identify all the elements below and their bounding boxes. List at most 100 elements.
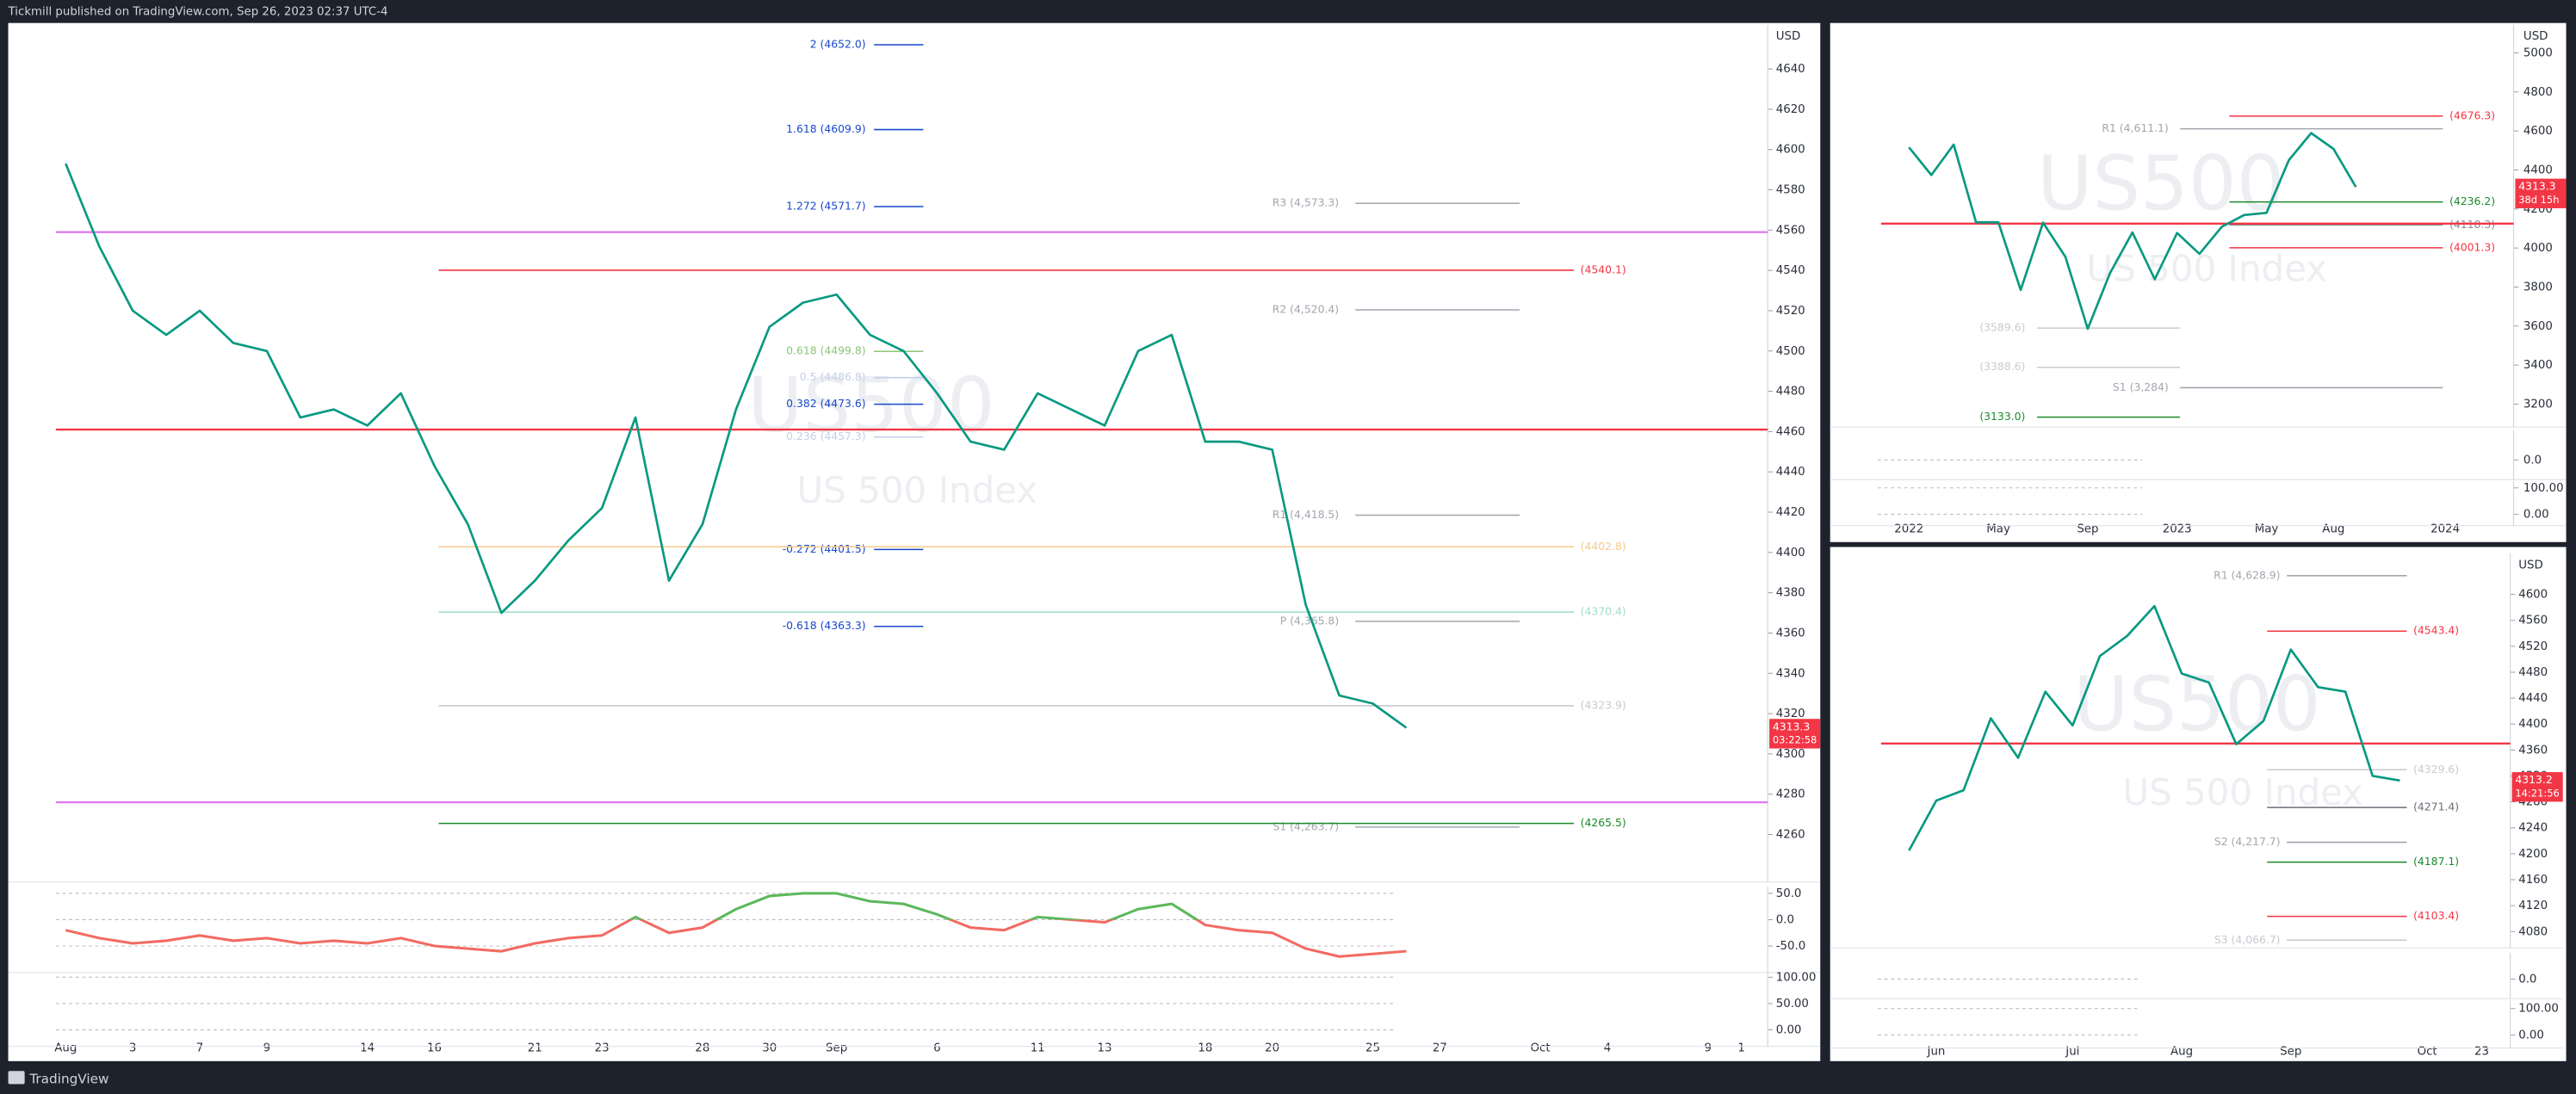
price-line xyxy=(65,163,1408,729)
level-label: 0.618 (4499.8) xyxy=(786,344,865,357)
panel-main xyxy=(8,22,1821,1061)
x-tick-label: Oct xyxy=(1531,1042,1551,1055)
x-tick-label: 30 xyxy=(762,1042,777,1055)
currency: USD xyxy=(2518,559,2543,572)
x-tick-label: 2023 xyxy=(2163,523,2192,536)
x-tick-label: 6 xyxy=(933,1042,940,1055)
x-tick-label: Jul xyxy=(2065,1045,2079,1058)
y-tick-label: 4640 xyxy=(1776,63,1805,76)
last-price-label: 4313.3 xyxy=(2518,180,2555,193)
x-tick-label: Jun xyxy=(1927,1045,1946,1058)
x-tick-label: 28 xyxy=(695,1042,709,1055)
watermark-symbol: US500 xyxy=(2037,139,2284,227)
level-label: 0.382 (4473.6) xyxy=(786,397,865,410)
y-tick-label: 4440 xyxy=(1776,466,1805,479)
watermark-symbol: US500 xyxy=(2073,660,2320,748)
y-tick-label: 4400 xyxy=(2518,718,2548,731)
y-tick-label: 0.0 xyxy=(2523,454,2542,467)
x-tick-label: May xyxy=(2255,523,2279,536)
level-label: (4271.4) xyxy=(2413,800,2459,813)
level-label: R2 (4,520.4) xyxy=(1273,303,1339,316)
y-tick-label: 4600 xyxy=(2523,125,2553,138)
level-label: -0.272 (4401.5) xyxy=(783,542,866,555)
level-label: 1.272 (4571.7) xyxy=(786,199,865,212)
level-label: (4540.1) xyxy=(1581,263,1626,275)
y-tick-label: 100.00 xyxy=(2518,1003,2559,1016)
y-tick-label: 4560 xyxy=(1776,224,1805,237)
level-label: S2 (4,217.7) xyxy=(2214,835,2281,848)
y-tick-label: 4200 xyxy=(2518,848,2548,861)
level-label: (4236.2) xyxy=(2449,195,2495,207)
y-tick-label: 4400 xyxy=(1776,547,1805,559)
level-label: -0.618 (4363.3) xyxy=(783,619,866,632)
level-label: R3 (4,573.3) xyxy=(1273,196,1339,209)
y-tick-label: 4620 xyxy=(1776,103,1805,116)
watermark-name: US 500 Index xyxy=(2086,247,2327,289)
price-line xyxy=(1908,604,2400,851)
x-tick-label: 4 xyxy=(1604,1042,1611,1055)
y-tick-label: 100.00 xyxy=(1776,971,1817,984)
y-tick-label: 4000 xyxy=(2523,242,2553,255)
y-tick-label: 4380 xyxy=(1776,587,1805,600)
level-label: 0.5 (4486.8) xyxy=(800,370,866,383)
y-tick-label: 3600 xyxy=(2523,320,2553,333)
last-price-label: 4313.2 xyxy=(2515,773,2552,786)
level-label: R1 (4,418.5) xyxy=(1273,508,1339,521)
x-tick-label: 2024 xyxy=(2430,523,2460,536)
x-tick-label: May xyxy=(1986,523,2010,536)
level-label: (3133.0) xyxy=(1979,410,2025,423)
last-price-tag xyxy=(2515,178,2567,208)
y-tick-label: 4120 xyxy=(2518,899,2548,912)
y-tick-label: 50.00 xyxy=(1776,998,1809,1011)
oscillator-line xyxy=(65,892,1407,958)
y-tick-label: 4280 xyxy=(1776,788,1805,801)
countdown: 14:21:56 xyxy=(2515,787,2559,799)
x-tick-label: 14 xyxy=(360,1042,375,1055)
level-label: (4001.3) xyxy=(2449,240,2495,253)
x-tick-label: 20 xyxy=(1265,1042,1279,1055)
y-tick-label: 4600 xyxy=(1776,144,1805,157)
level-label: (4187.1) xyxy=(2413,855,2459,868)
panel-bottom-right xyxy=(1830,547,2567,1061)
header-title: Tickmill published on TradingView.com, S… xyxy=(8,5,388,18)
level-label: 1.618 (4609.9) xyxy=(786,122,865,135)
x-tick-label: 9 xyxy=(263,1042,270,1055)
level-label: (3589.6) xyxy=(1979,321,2025,334)
y-tick-label: 50.0 xyxy=(1776,887,1802,900)
y-tick-label: 3400 xyxy=(2523,359,2553,372)
y-tick-label: 100.00 xyxy=(2523,482,2564,495)
countdown: 03:22:58 xyxy=(1773,734,1817,746)
x-tick-label: Oct xyxy=(2418,1045,2437,1058)
last-price-tag xyxy=(1769,719,1821,749)
y-tick-label: 4400 xyxy=(2523,164,2553,176)
y-tick-label: 4520 xyxy=(2518,640,2548,653)
y-tick-label: 4560 xyxy=(2518,615,2548,627)
x-tick-label: 18 xyxy=(1198,1042,1212,1055)
y-tick-label: 4360 xyxy=(2518,744,2548,757)
y-tick-label: 4800 xyxy=(2523,86,2553,99)
level-label: S1 (4,263.7) xyxy=(1273,819,1340,832)
level-label: (4103.4) xyxy=(2413,909,2459,922)
x-tick-label: 16 xyxy=(427,1042,442,1055)
level-label: (4370.4) xyxy=(1581,605,1626,618)
y-tick-label: 4480 xyxy=(1776,386,1805,399)
y-tick-label: 4300 xyxy=(1776,748,1805,761)
level-label: P (4,365.8) xyxy=(1280,614,1339,627)
x-tick-label: Sep xyxy=(2077,523,2098,536)
x-tick-label: Aug xyxy=(54,1042,77,1055)
logo-icon xyxy=(8,1071,25,1085)
y-tick-label: 4580 xyxy=(1776,184,1805,197)
last-price-tag xyxy=(2511,772,2563,802)
footer-brand: TradingView xyxy=(28,1071,108,1086)
price-line xyxy=(1908,132,2357,331)
y-tick-label: 4360 xyxy=(1776,627,1805,640)
y-tick-label: 4260 xyxy=(1776,829,1805,842)
y-tick-label: 4440 xyxy=(2518,692,2548,705)
level-label: (4265.5) xyxy=(1581,816,1626,829)
x-tick-label: 11 xyxy=(1031,1042,1045,1055)
watermark-symbol: US500 xyxy=(747,362,994,449)
y-tick-label: 0.00 xyxy=(1776,1024,1802,1037)
y-tick-label: 4320 xyxy=(1776,708,1805,720)
x-tick-label: Aug xyxy=(2322,523,2344,536)
